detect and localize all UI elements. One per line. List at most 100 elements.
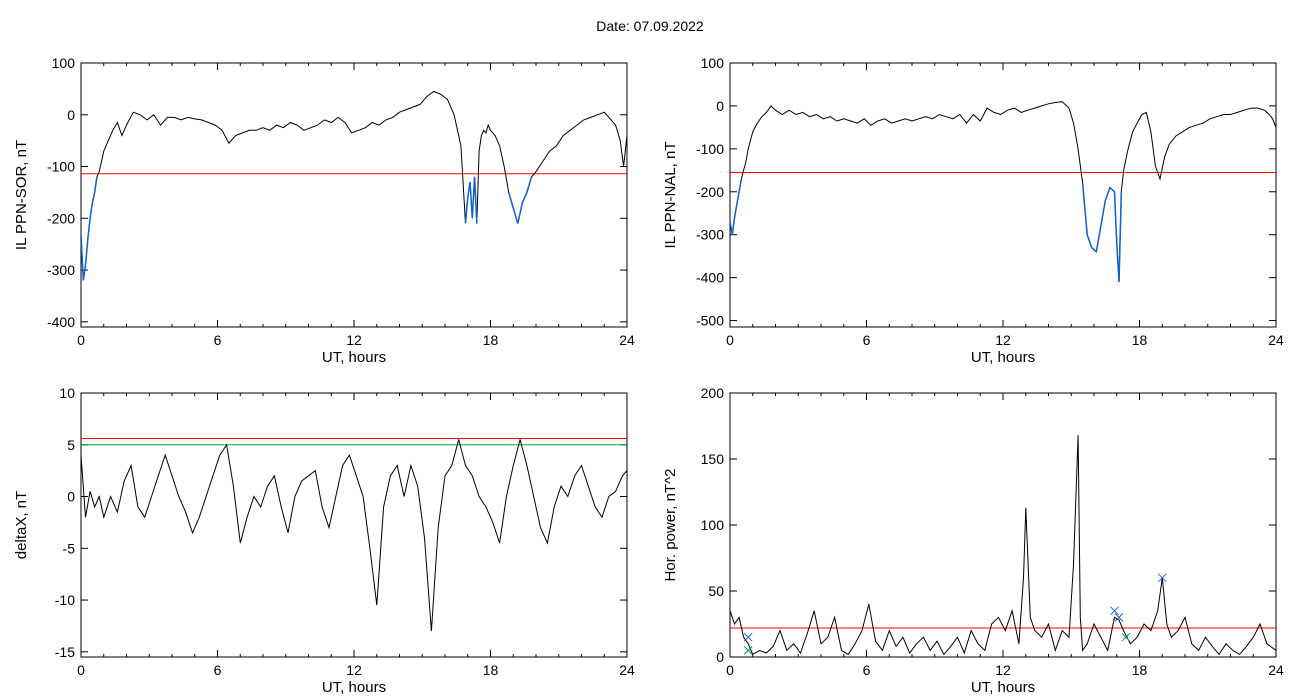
y-tick-label: 5 <box>67 437 75 453</box>
series-segment-below-threshold <box>1118 191 1123 282</box>
series-segment-below-threshold <box>517 202 524 224</box>
series-segment-below-threshold <box>464 197 469 224</box>
series-segment-below-threshold <box>1091 247 1097 253</box>
series-segment-below-threshold <box>731 217 736 235</box>
x-axis-label: UT, hours <box>971 679 1035 696</box>
plot-area <box>81 90 627 281</box>
series-line <box>81 90 627 281</box>
marker-stroke <box>1110 606 1119 616</box>
series-line <box>730 101 1276 282</box>
marker-stroke <box>743 646 753 655</box>
chart-panel-2: 0 6 12 18 24 100 0 -100 -200 -300 -400 -500 UT, hour… <box>662 55 1284 366</box>
series-segment-below-threshold <box>1100 200 1107 227</box>
x-tick-label: 18 <box>1132 332 1148 348</box>
series-segment-below-threshold <box>507 192 514 209</box>
marker-stroke <box>1114 613 1124 622</box>
x-tick-label: 0 <box>726 662 734 678</box>
series-segment-below-threshold <box>1113 191 1118 244</box>
plot-frame <box>80 392 628 658</box>
series-segment-below-threshold <box>733 204 738 218</box>
series-segment-below-threshold <box>521 192 528 204</box>
y-tick-label: -200 <box>47 210 75 226</box>
data-marker <box>1114 613 1124 622</box>
x-tick-label: 24 <box>619 662 635 678</box>
y-tick-label: 0 <box>67 489 75 505</box>
y-axis-label: deltaX, nT <box>13 491 30 559</box>
x-tick-label: 0 <box>77 332 85 348</box>
x-tick-label: 6 <box>214 332 222 348</box>
series-line <box>730 435 1276 656</box>
x-tick-label: 12 <box>346 662 362 678</box>
x-axis-label: UT, hours <box>322 679 386 696</box>
x-tick-label: 6 <box>863 332 871 348</box>
y-tick-label: -200 <box>696 184 724 200</box>
y-tick-label: -300 <box>696 227 724 243</box>
y-tick-label: -100 <box>696 141 724 157</box>
data-marker <box>1121 632 1131 642</box>
x-tick-label: 12 <box>995 662 1011 678</box>
series-segment-below-threshold <box>736 191 740 205</box>
y-tick-label: 100 <box>701 517 725 533</box>
plot-area <box>81 437 627 632</box>
data-marker <box>743 632 753 642</box>
x-axis-label: UT, hours <box>322 349 386 366</box>
y-axis-label: IL PPN-SOR, nT <box>13 140 30 250</box>
marker-stroke <box>1121 632 1131 642</box>
data-marker <box>743 646 753 655</box>
series-segment-below-threshold <box>81 233 85 281</box>
marker-stroke <box>1157 573 1167 583</box>
y-tick-label: -400 <box>47 314 75 330</box>
data-marker <box>1157 573 1167 583</box>
series-segment-below-threshold <box>738 178 743 192</box>
series-segment-below-threshold <box>93 176 98 193</box>
x-tick-label: 18 <box>1132 662 1148 678</box>
y-tick-label: 0 <box>716 98 724 114</box>
y-axis-label: IL PPN-NAL, nT <box>662 142 679 249</box>
x-tick-label: 18 <box>483 662 499 678</box>
series-segment-below-threshold <box>1095 225 1102 253</box>
series-segment-below-threshold <box>526 176 533 193</box>
chart-panel-3: 0 6 12 18 24 10 5 0 -5 -10 -15 UT, hours deltaX, nT <box>13 385 635 696</box>
plot-area <box>730 435 1276 656</box>
y-tick-label: 200 <box>701 385 725 401</box>
x-tick-label: 0 <box>726 332 734 348</box>
y-tick-label: -5 <box>63 540 76 556</box>
x-tick-label: 24 <box>1268 332 1284 348</box>
series-segment-below-threshold <box>1086 234 1093 248</box>
y-tick-label: 150 <box>701 451 725 467</box>
chart-panel-1: 0 6 12 18 24 100 0 -100 -200 -300 -400 UT, hours IL … <box>13 55 635 366</box>
series-segment-below-threshold <box>89 202 94 219</box>
y-tick-label: 100 <box>701 55 725 71</box>
y-tick-label: -400 <box>696 270 724 286</box>
x-tick-label: 18 <box>483 332 499 348</box>
y-tick-label: 10 <box>59 385 75 401</box>
x-tick-label: 24 <box>619 332 635 348</box>
y-tick-label: -100 <box>47 159 75 175</box>
y-tick-label: 0 <box>716 649 724 665</box>
y-tick-label: -500 <box>696 313 724 329</box>
series-segment-below-threshold <box>87 218 91 240</box>
x-axis-label: UT, hours <box>971 349 1035 366</box>
x-tick-label: 24 <box>1268 662 1284 678</box>
y-tick-label: 0 <box>67 107 75 123</box>
x-tick-label: 6 <box>863 662 871 678</box>
series-segment-below-threshold <box>473 176 478 224</box>
x-tick-label: 12 <box>995 332 1011 348</box>
x-tick-label: 6 <box>214 662 222 678</box>
series-segment-below-threshold <box>512 207 519 224</box>
y-tick-label: -10 <box>55 592 75 608</box>
y-tick-label: -300 <box>47 262 75 278</box>
plot-area <box>730 101 1276 282</box>
y-tick-label: 50 <box>708 583 724 599</box>
series-line <box>81 437 627 632</box>
series-segment-below-threshold <box>91 192 96 203</box>
plot-frame <box>80 62 628 328</box>
x-tick-label: 0 <box>77 662 85 678</box>
series-segment-below-threshold <box>1109 186 1115 193</box>
y-tick-label: 100 <box>52 55 76 71</box>
series-segment-below-threshold <box>1104 187 1111 201</box>
data-marker <box>1110 606 1119 616</box>
y-axis-label: Hor. power, nT^2 <box>662 469 679 582</box>
series-segment-below-threshold <box>84 238 89 265</box>
